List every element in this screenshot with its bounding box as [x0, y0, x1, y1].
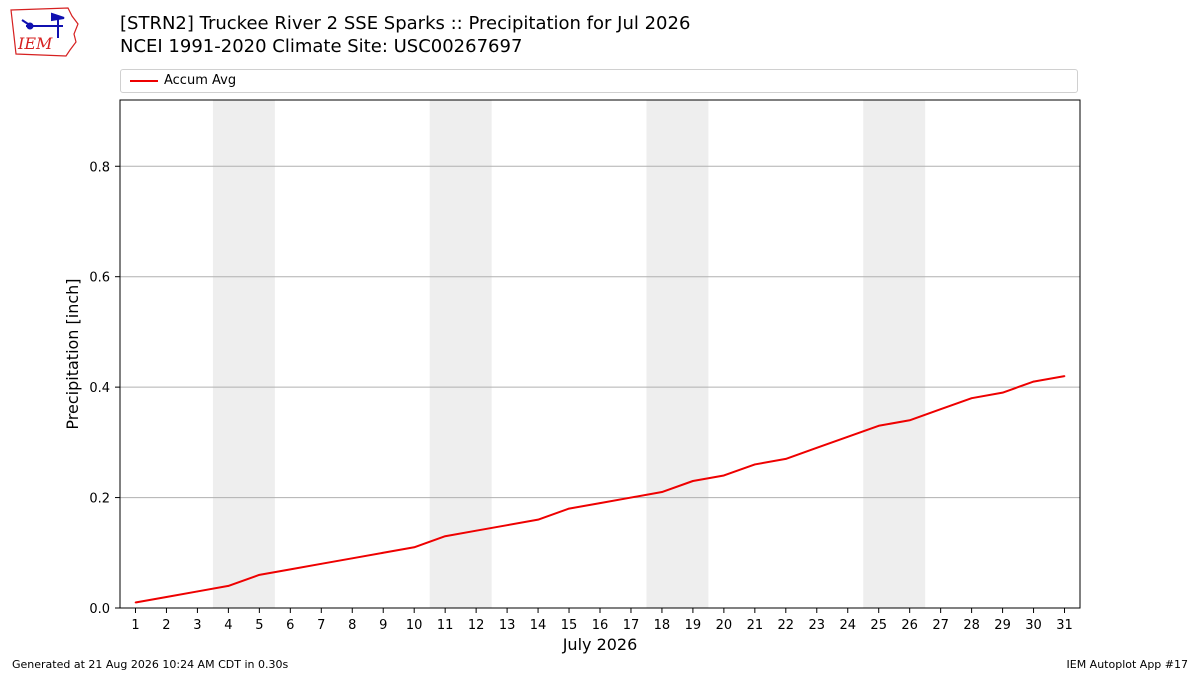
data-point [1001, 391, 1004, 394]
data-point [723, 474, 725, 477]
data-point [970, 397, 973, 399]
x-tick-label: 7 [317, 618, 325, 633]
title-line-1: [STRN2] Truckee River 2 SSE Sparks :: Pr… [120, 13, 691, 34]
x-tick-label: 25 [870, 618, 887, 633]
y-tick-label: 0.6 [89, 271, 110, 286]
x-tick-label: 13 [499, 618, 516, 633]
generated-timestamp: Generated at 21 Aug 2026 10:24 AM CDT in… [12, 658, 289, 671]
data-point [754, 463, 756, 466]
weather-station-icon [21, 12, 65, 38]
data-point [444, 535, 446, 538]
data-point [258, 574, 261, 576]
x-tick-label: 24 [839, 618, 856, 633]
x-tick-label: 27 [932, 618, 949, 633]
data-point [661, 491, 663, 493]
data-point [382, 551, 385, 554]
iowa-outline-icon [10, 7, 79, 57]
x-tick-label: 30 [1025, 618, 1042, 633]
logo-text: IEM [17, 34, 53, 53]
weekend-band-1 [212, 100, 275, 608]
weekend-bands [212, 100, 926, 608]
iem-logo: IEM [10, 7, 79, 57]
data-point [351, 557, 354, 560]
weekend-band-3 [646, 100, 709, 608]
data-point [1032, 380, 1035, 383]
y-axis-ticks: 0.0 0.2 0.4 0.6 0.8 [89, 160, 120, 617]
data-point [599, 502, 601, 504]
y-tick-label: 0.8 [89, 160, 110, 175]
x-tick-label: 19 [685, 618, 702, 633]
x-tick-label: 21 [747, 618, 764, 633]
x-tick-label: 9 [379, 618, 387, 633]
legend-swatch-accum-avg [130, 80, 158, 82]
data-point [506, 524, 508, 526]
weekend-band-4 [863, 100, 926, 608]
data-point [785, 458, 787, 460]
data-point [165, 596, 168, 598]
data-point [1063, 375, 1066, 377]
data-point [134, 601, 137, 604]
app-credit: IEM Autoplot App #17 [1066, 658, 1189, 671]
series-layer [134, 375, 1066, 604]
y-tick-label: 0.2 [89, 492, 110, 507]
weekend-band-2 [429, 100, 492, 608]
data-point [413, 546, 415, 549]
data-point [692, 480, 694, 482]
data-point [289, 568, 292, 571]
x-tick-label: 17 [623, 618, 640, 633]
data-point [568, 507, 570, 510]
x-tick-label: 28 [963, 618, 980, 633]
x-tick-label: 8 [348, 618, 356, 633]
x-axis-label: July 2026 [562, 635, 638, 654]
y-tick-label: 0.4 [89, 381, 110, 396]
grid-lines [120, 165, 1080, 499]
y-axis-label: Precipitation [inch] [63, 278, 82, 429]
data-point [815, 447, 818, 449]
x-axis-ticks: 1 2 3 4 5 6 7 8 9 10 11 12 13 14 15 16 17 18 19 20 21 22 23 24 2… [131, 608, 1073, 633]
legend: Accum Avg [120, 69, 1078, 93]
x-tick-label: 15 [561, 618, 578, 633]
legend-label-accum-avg: Accum Avg [164, 73, 237, 88]
x-tick-label: 10 [406, 618, 423, 633]
x-tick-label: 20 [716, 618, 733, 633]
data-point [475, 529, 477, 532]
data-point [846, 436, 849, 438]
x-tick-label: 6 [286, 618, 294, 633]
x-tick-label: 16 [592, 618, 609, 633]
data-point [630, 496, 632, 499]
x-tick-label: 22 [778, 618, 795, 633]
x-tick-label: 14 [530, 618, 547, 633]
x-tick-label: 31 [1056, 618, 1073, 633]
x-tick-label: 4 [224, 618, 232, 633]
data-point [939, 408, 942, 411]
chart-title: [STRN2] Truckee River 2 SSE Sparks :: Pr… [120, 12, 690, 58]
x-tick-label: 11 [437, 618, 454, 633]
data-point [320, 563, 323, 565]
x-tick-label: 3 [193, 618, 201, 633]
y-tick-label: 0.0 [89, 602, 110, 617]
title-line-2: NCEI 1991-2020 Climate Site: USC00267697 [120, 36, 523, 57]
x-tick-label: 23 [809, 618, 826, 633]
x-tick-label: 12 [468, 618, 485, 633]
data-point [227, 585, 230, 587]
data-point [877, 424, 880, 427]
x-tick-label: 1 [131, 618, 139, 633]
x-tick-label: 2 [162, 618, 170, 633]
x-tick-label: 5 [255, 618, 263, 633]
x-tick-label: 18 [654, 618, 671, 633]
data-point [908, 419, 911, 422]
data-point [196, 590, 199, 593]
x-tick-label: 29 [994, 618, 1011, 633]
x-tick-label: 26 [901, 618, 918, 633]
data-point [537, 518, 539, 521]
